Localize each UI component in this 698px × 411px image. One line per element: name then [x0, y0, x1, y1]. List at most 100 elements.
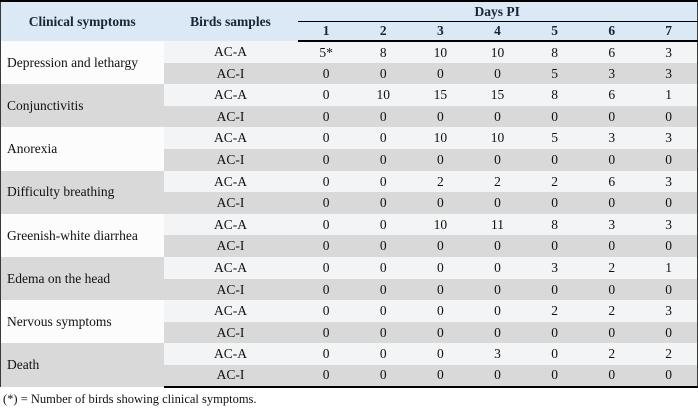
table-row: AC-I 0 0 0 0 0 0 0: [1, 278, 698, 301]
table-header: Clinical symptoms Birds samples Days PI …: [0, 1, 698, 42]
value-cell: 0: [468, 321, 527, 344]
table-row: AC-I 0 0 0 0 0 0 0: [1, 192, 698, 214]
sample-cell: AC-I: [163, 235, 298, 257]
value-cell: 5: [526, 62, 584, 85]
value-cell: 3: [583, 62, 641, 85]
value-cell: 0: [468, 148, 527, 171]
sample-cell: AC-A: [163, 41, 298, 63]
sample-cell: AC-A: [163, 84, 298, 106]
value-cell: 0: [411, 148, 469, 171]
value-cell: 0: [526, 105, 584, 128]
value-cell: 0: [583, 321, 641, 344]
table-row: Anorexia AC-A 0 0 10 10 5 3 3: [0, 127, 698, 171]
value-cell: 8: [526, 213, 584, 236]
table-row: Nervous symptoms AC-A 0 0 0 0 2 2 3: [0, 300, 698, 344]
value-cell: 0: [354, 235, 412, 257]
symptom-cell: Edema on the head: [0, 256, 164, 301]
value-cell: 0: [297, 62, 355, 85]
value-cell: 0: [468, 235, 527, 257]
value-cell: 10: [411, 41, 469, 63]
value-cell: 0: [354, 278, 412, 301]
sample-cell: AC-I: [163, 364, 298, 388]
value-cell: 0: [583, 192, 641, 214]
value-cell: 0: [526, 148, 584, 171]
value-cell: 3: [640, 62, 698, 85]
value-cell: 0: [526, 364, 584, 388]
table-row: AC-I 0 0 0 0 0 0 0: [1, 105, 698, 128]
value-cell: 0: [354, 343, 412, 365]
value-cell: 5*: [297, 41, 355, 63]
value-cell: 0: [297, 235, 355, 257]
sample-cell: AC-I: [163, 148, 298, 171]
value-cell: 0: [526, 278, 584, 301]
value-cell: 10: [411, 213, 469, 236]
value-cell: 0: [297, 278, 355, 301]
symptom-cell: Anorexia: [0, 127, 164, 171]
sample-cell: AC-A: [163, 256, 298, 279]
value-cell: 0: [297, 256, 355, 279]
sample-cell: AC-A: [163, 127, 298, 149]
value-cell: 6: [583, 41, 641, 63]
value-cell: 0: [297, 148, 355, 171]
value-cell: 0: [411, 343, 469, 365]
value-cell: 8: [526, 84, 584, 106]
value-cell: 3: [583, 127, 641, 149]
birds-samples-header: Birds samples: [163, 1, 298, 41]
days-pi-header: Days PI: [297, 1, 698, 22]
sample-cell: AC-I: [163, 105, 298, 128]
value-cell: 0: [583, 364, 641, 388]
day-column-header: 2: [354, 21, 412, 42]
value-cell: 6: [583, 170, 641, 193]
value-cell: 0: [468, 278, 527, 301]
value-cell: 0: [526, 321, 584, 344]
symptom-cell: Death: [0, 343, 164, 387]
value-cell: 0: [640, 192, 698, 214]
value-cell: 0: [297, 364, 355, 388]
value-cell: 0: [411, 235, 469, 257]
symptom-cell: Greenish-white diarrhea: [0, 213, 164, 257]
table-row: Edema on the head AC-A 0 0 0 0 3 2 1: [0, 256, 698, 301]
day-column-header: 6: [583, 21, 641, 42]
value-cell: 0: [640, 105, 698, 128]
day-column-header: 4: [468, 21, 527, 42]
table-row: Death AC-A 0 0 0 3 0 2 2: [0, 343, 698, 387]
value-cell: 3: [640, 170, 698, 193]
value-cell: 10: [411, 127, 469, 149]
value-cell: 5: [526, 127, 584, 149]
value-cell: 0: [297, 321, 355, 344]
value-cell: 0: [297, 213, 355, 236]
value-cell: 0: [526, 343, 584, 365]
sample-cell: AC-A: [163, 300, 298, 322]
value-cell: 0: [297, 105, 355, 128]
value-cell: 15: [411, 84, 469, 106]
value-cell: 0: [411, 278, 469, 301]
value-cell: 0: [297, 192, 355, 214]
value-cell: 0: [526, 192, 584, 214]
symptom-cell: Difficulty breathing: [0, 170, 164, 214]
value-cell: 0: [583, 105, 641, 128]
value-cell: 0: [583, 235, 641, 257]
table-row: Greenish-white diarrhea AC-A 0 0 10 11 8 3 3: [0, 213, 698, 257]
value-cell: 0: [468, 192, 527, 214]
day-column-header: 5: [526, 21, 584, 42]
value-cell: 2: [583, 256, 641, 279]
symptom-cell: Conjunctivitis: [0, 84, 164, 128]
value-cell: 3: [640, 300, 698, 322]
value-cell: 2: [640, 343, 698, 365]
value-cell: 0: [411, 300, 469, 322]
clinical-symptoms-table: Clinical symptoms Birds samples Days PI …: [0, 0, 698, 388]
value-cell: 0: [640, 364, 698, 388]
value-cell: 8: [354, 41, 412, 63]
value-cell: 0: [354, 105, 412, 128]
value-cell: 0: [468, 105, 527, 128]
table-row: AC-I 0 0 0 0 5 3 3: [1, 62, 698, 85]
value-cell: 0: [354, 300, 412, 322]
value-cell: 0: [297, 84, 355, 106]
value-cell: 0: [354, 321, 412, 344]
value-cell: 0: [297, 343, 355, 365]
value-cell: 0: [640, 148, 698, 171]
value-cell: 0: [297, 170, 355, 193]
sample-cell: AC-I: [163, 192, 298, 214]
